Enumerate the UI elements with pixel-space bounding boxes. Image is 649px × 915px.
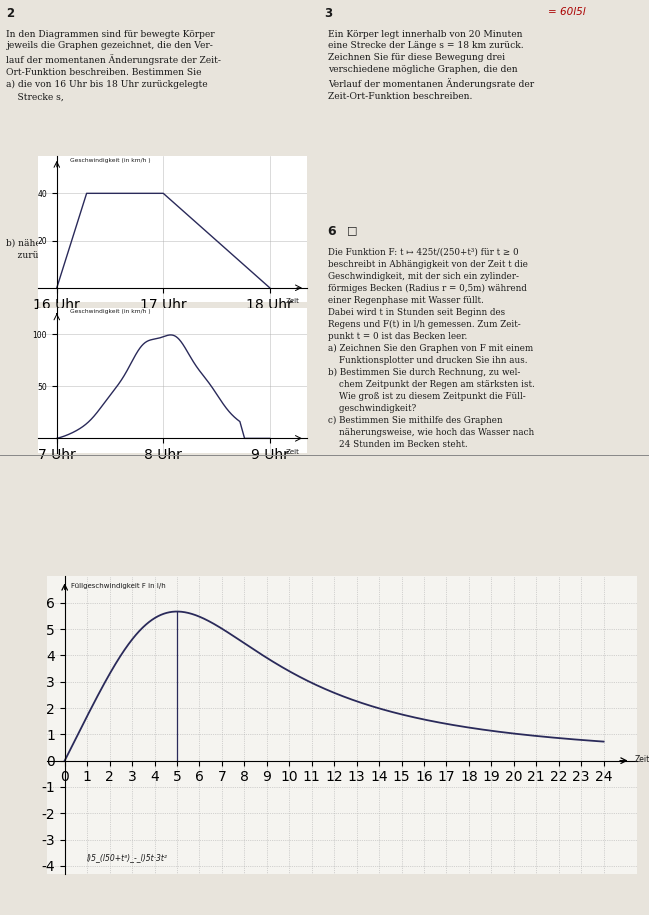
Text: Zeit: Zeit	[286, 448, 300, 455]
Text: Die Funktion F: t ↦ 425t/(250+t³) für t ≥ 0
beschreibt in Abhängigkeit von der Z: Die Funktion F: t ↦ 425t/(250+t³) für t …	[328, 248, 535, 448]
Text: □: □	[347, 225, 358, 235]
Text: 6: 6	[328, 225, 336, 238]
Text: Geschwindigkeit (in km/h ): Geschwindigkeit (in km/h )	[69, 308, 150, 314]
Text: Geschwindigkeit (in km/h ): Geschwindigkeit (in km/h )	[69, 157, 150, 163]
Text: Zeit: Zeit	[286, 298, 300, 305]
Text: = 60l5l: = 60l5l	[548, 6, 586, 16]
Text: Ein Körper legt innerhalb von 20 Minuten
eine Strecke der Länge s = 18 km zurück: Ein Körper legt innerhalb von 20 Minuten…	[328, 29, 534, 101]
Text: b) näherungsweise die von 7 Uhr bis 9 Uhr
    zurückgelegte Strecke s.: b) näherungsweise die von 7 Uhr bis 9 Uh…	[6, 239, 206, 260]
Text: l)5_(l50+t³)_-_l)5t·3t²: l)5_(l50+t³)_-_l)5t·3t²	[87, 853, 168, 862]
Text: Zeit/h: Zeit/h	[635, 755, 649, 764]
Text: In den Diagrammen sind für bewegte Körper
jeweils die Graphen gezeichnet, die de: In den Diagrammen sind für bewegte Körpe…	[6, 29, 221, 102]
Text: 2: 2	[6, 6, 15, 20]
Text: Füllgeschwindigkeit F in l/h: Füllgeschwindigkeit F in l/h	[71, 583, 166, 589]
Text: 3: 3	[324, 6, 333, 20]
